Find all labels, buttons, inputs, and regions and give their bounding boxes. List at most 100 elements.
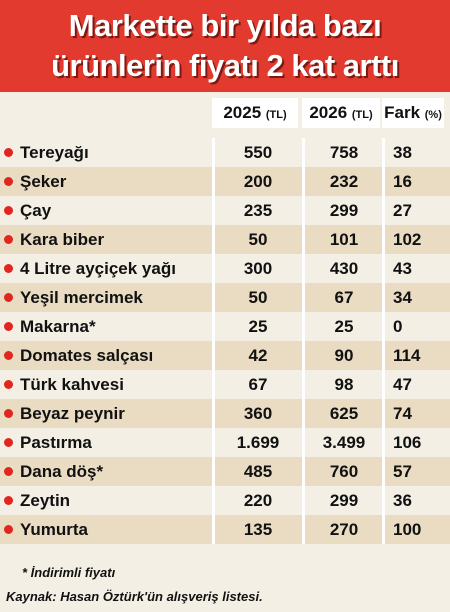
- bullet: [4, 496, 13, 505]
- table-cell: 90: [302, 341, 383, 370]
- item-name: Pastırma: [20, 433, 92, 452]
- table-cell: 50: [212, 283, 301, 312]
- table-cell: 67: [212, 370, 301, 399]
- table-cell: 1.699: [212, 428, 301, 457]
- table-row: Yeşil mercimek 50 67 34: [0, 283, 450, 312]
- bullet: [4, 206, 13, 215]
- table-cell: 27: [382, 196, 444, 225]
- table-cell: 232: [302, 167, 383, 196]
- title-band: Markette bir yılda bazı ürünlerin fiyatı…: [0, 0, 450, 92]
- table-cell: 135: [212, 515, 301, 544]
- table-cell: 235: [212, 196, 301, 225]
- table-cell: 625: [302, 399, 383, 428]
- item-name: Yumurta: [20, 520, 89, 539]
- column-unit: (TL): [351, 109, 373, 121]
- item-name: Kara biber: [20, 230, 105, 249]
- item-name: Tereyağı: [20, 143, 89, 162]
- table-row: 4 Litre ayçiçek yağı 300 430 43: [0, 254, 450, 283]
- table-cell: 101: [302, 225, 383, 254]
- item-name: Makarna*: [20, 317, 96, 336]
- table-row: Makarna* 25 25 0: [0, 312, 450, 341]
- table-cell: 47: [382, 370, 444, 399]
- table-cell: 550: [212, 138, 301, 167]
- table-cell: 430: [302, 254, 383, 283]
- bullet: [4, 177, 13, 186]
- source: Kaynak: Hasan Öztürk'ün alışveriş listes…: [6, 589, 263, 604]
- table-cell: 270: [302, 515, 383, 544]
- table-row: Zeytin 220 299 36: [0, 486, 450, 515]
- table-cell: 25: [302, 312, 383, 341]
- column-header: 2026 (TL): [302, 98, 380, 128]
- table-cell: 74: [382, 399, 444, 428]
- item-name: Domates salçası: [20, 346, 154, 365]
- bullet: [4, 235, 13, 244]
- column-unit: (TL): [265, 109, 287, 121]
- table-cell: 50: [212, 225, 301, 254]
- table-cell: 102: [382, 225, 444, 254]
- table-cell: 3.499: [302, 428, 383, 457]
- table-cell: 67: [302, 283, 383, 312]
- column-label: 2025: [223, 103, 262, 122]
- table-cell: 106: [382, 428, 444, 457]
- table-cell: 25: [212, 312, 301, 341]
- title-line: Markette bir yılda bazı: [68, 8, 382, 43]
- table-row: Şeker 200 232 16: [0, 167, 450, 196]
- table-row: Türk kahvesi 67 98 47: [0, 370, 450, 399]
- table-cell: 16: [382, 167, 444, 196]
- table-cell: 43: [382, 254, 444, 283]
- bullet: [4, 148, 13, 157]
- table-row: Domates salçası 42 90 114: [0, 341, 450, 370]
- bullet: [4, 264, 13, 273]
- title-line: ürünlerin fiyatı 2 kat arttı: [51, 48, 399, 83]
- table-cell: 34: [382, 283, 444, 312]
- table-cell: 42: [212, 341, 301, 370]
- column-header: Fark (%): [382, 98, 444, 128]
- table-cell: 57: [382, 457, 444, 486]
- column-unit: (%): [424, 109, 442, 121]
- table-cell: 299: [302, 486, 383, 515]
- table-cell: 36: [382, 486, 444, 515]
- item-name: 4 Litre ayçiçek yağı: [20, 259, 176, 278]
- item-name: Şeker: [20, 172, 67, 191]
- table-row: Beyaz peynir 360 625 74: [0, 399, 450, 428]
- table-cell: 0: [382, 312, 444, 341]
- table-row: Yumurta 135 270 100: [0, 515, 450, 544]
- table-cell: 485: [212, 457, 301, 486]
- table-cell: 38: [382, 138, 444, 167]
- bullet: [4, 380, 13, 389]
- table-cell: 300: [212, 254, 301, 283]
- table-row: Kara biber 50 101 102: [0, 225, 450, 254]
- table-cell: 360: [212, 399, 301, 428]
- table-cell: 760: [302, 457, 383, 486]
- table-cell: 299: [302, 196, 383, 225]
- table-row: Dana döş* 485 760 57: [0, 457, 450, 486]
- bullet: [4, 438, 13, 447]
- table-row: Çay 235 299 27: [0, 196, 450, 225]
- bullet: [4, 293, 13, 302]
- column-label: Fark: [384, 103, 421, 122]
- column-header: 2025 (TL): [212, 98, 298, 128]
- column-label: 2026: [309, 103, 348, 122]
- bullet: [4, 322, 13, 331]
- table-cell: 98: [302, 370, 383, 399]
- item-name: Zeytin: [20, 491, 71, 510]
- footnote: * İndirimli fiyatı: [22, 565, 116, 580]
- table-cell: 758: [302, 138, 383, 167]
- table-cell: 220: [212, 486, 301, 515]
- item-name: Yeşil mercimek: [20, 288, 143, 307]
- bullet: [4, 351, 13, 360]
- bullet: [4, 467, 13, 476]
- item-name: Çay: [20, 201, 52, 220]
- item-name: Dana döş*: [20, 462, 104, 481]
- item-name: Türk kahvesi: [20, 375, 124, 394]
- bullet: [4, 409, 13, 418]
- table-cell: 100: [382, 515, 444, 544]
- table-cell: 114: [382, 341, 444, 370]
- table-cell: 200: [212, 167, 301, 196]
- table-row: Tereyağı 550 758 38: [0, 138, 450, 167]
- header-row: 2025 (TL) 2026 (TL) Fark (%): [0, 98, 450, 128]
- item-name: Beyaz peynir: [20, 404, 125, 423]
- bullet: [4, 525, 13, 534]
- table-row: Pastırma 1.699 3.499 106: [0, 428, 450, 457]
